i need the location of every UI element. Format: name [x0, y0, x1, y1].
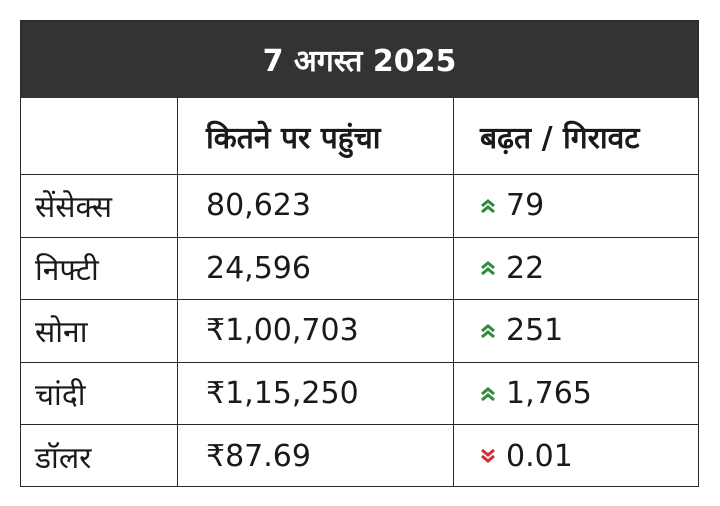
row-value: 24,596: [178, 237, 454, 300]
double-chevron-up-icon: [480, 323, 498, 339]
row-name: निफ्टी: [21, 237, 178, 300]
row-change: 22: [454, 238, 698, 300]
row-change-value: 251: [506, 313, 564, 349]
table-row: निफ्टी 24,596 22: [21, 237, 698, 301]
row-name: चांदी: [21, 362, 178, 425]
double-chevron-down-icon: [480, 448, 498, 464]
row-name: डॉलर: [21, 425, 178, 487]
header-row: कितने पर पहुंचा बढ़त / गिरावट: [21, 98, 698, 175]
row-change: 0.01: [454, 425, 698, 487]
row-change-value: 22: [506, 250, 545, 286]
market-table: 7 अगस्त 2025 कितने पर पहुंचा बढ़त / गिरा…: [20, 20, 699, 487]
table-row: डॉलर ₹87.69 0.01: [21, 425, 698, 487]
row-value: 80,623: [178, 175, 454, 237]
double-chevron-up-icon: [480, 386, 498, 402]
row-change-value: 79: [506, 188, 545, 224]
row-value: ₹87.69: [178, 425, 454, 487]
row-name: सोना: [21, 300, 178, 362]
row-change-value: 0.01: [506, 438, 573, 474]
table-row: सेंसेक्स 80,623 79: [21, 175, 698, 238]
double-chevron-up-icon: [480, 260, 498, 276]
double-chevron-up-icon: [480, 198, 498, 214]
date-banner: 7 अगस्त 2025: [21, 21, 698, 98]
row-change: 251: [454, 300, 698, 362]
date-title: 7 अगस्त 2025: [262, 44, 457, 79]
row-change: 79: [454, 175, 698, 237]
table-row: चांदी ₹1,15,250 1,765: [21, 362, 698, 426]
row-value: ₹1,00,703: [178, 300, 454, 362]
row-name: सेंसेक्स: [21, 175, 178, 237]
row-change: 1,765: [454, 363, 698, 425]
row-value: ₹1,15,250: [178, 362, 454, 425]
row-change-value: 1,765: [506, 376, 592, 412]
table-row: सोना ₹1,00,703 251: [21, 300, 698, 363]
header-name: [21, 98, 178, 174]
header-change: बढ़त / गिरावट: [480, 120, 640, 156]
header-value: कितने पर पहुंचा: [178, 98, 454, 174]
